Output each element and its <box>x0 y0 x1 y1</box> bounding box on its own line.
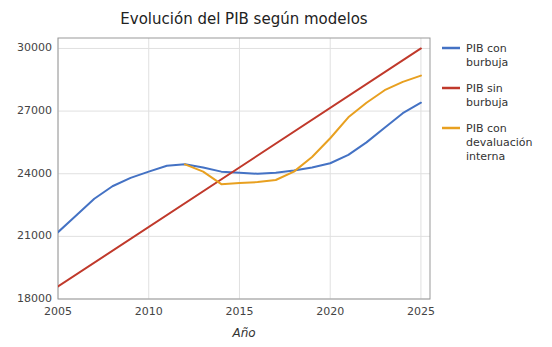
legend-label: PIB conburbuja <box>466 42 508 69</box>
grid <box>58 38 430 299</box>
x-grid-line <box>148 38 149 299</box>
x-tick-label: 2020 <box>316 305 344 318</box>
y-grid-line <box>58 111 430 112</box>
y-tick-label: 24000 <box>17 167 52 180</box>
y-tick-label: 18000 <box>17 292 52 305</box>
x-tick-label: 2015 <box>225 305 253 318</box>
series-line <box>58 48 421 286</box>
y-tick-label: 27000 <box>17 104 52 117</box>
y-tick-label: 30000 <box>17 41 52 54</box>
legend-swatch <box>442 127 460 130</box>
x-tick-label: 2010 <box>135 305 163 318</box>
chart-title: Evolución del PIB según modelos <box>120 10 368 28</box>
legend-swatch <box>442 47 460 50</box>
x-axis-label: Año <box>231 326 255 340</box>
x-grid-line <box>420 38 421 299</box>
chart-container: 18000 21000 24000 27000 30000 2005 2010 2015 202… <box>0 0 552 347</box>
y-grid-line <box>58 236 430 237</box>
x-grid-line <box>330 38 331 299</box>
legend-label: PIB sinburbuja <box>466 82 508 109</box>
tick-labels: 18000 21000 24000 27000 30000 2005 2010 2015 202… <box>17 41 435 318</box>
lines <box>58 48 421 286</box>
series-line <box>185 76 421 185</box>
legend-swatch <box>442 87 460 90</box>
y-grid-line <box>58 48 430 49</box>
y-tick-label: 21000 <box>17 229 52 242</box>
chart-svg: 18000 21000 24000 27000 30000 2005 2010 2015 202… <box>0 0 552 347</box>
legend-label: PIB condevaluacióninterna <box>466 122 533 163</box>
x-tick-label: 2005 <box>44 305 72 318</box>
legend: PIB conburbuja PIB sinburbuja PIB condeval… <box>442 42 533 163</box>
plot-frame <box>58 38 430 299</box>
x-tick-label: 2025 <box>407 305 435 318</box>
